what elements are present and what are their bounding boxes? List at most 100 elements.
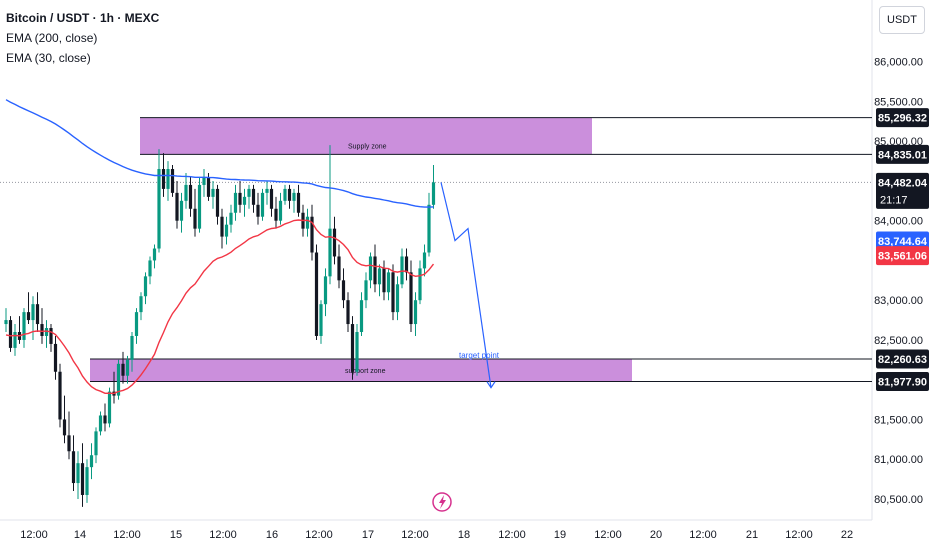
candle-body bbox=[175, 192, 179, 221]
price-label-box bbox=[876, 349, 929, 369]
time-axis-tick-label: 12:00 bbox=[401, 529, 429, 541]
candle-body bbox=[166, 169, 170, 189]
candle-body bbox=[310, 216, 314, 253]
price-label: 83,744.64 bbox=[878, 236, 928, 248]
candle-body bbox=[76, 463, 80, 484]
supply-zone-label: Supply zone bbox=[348, 144, 387, 151]
price-axis-tick-label: 81,500.00 bbox=[874, 414, 923, 426]
candle-body bbox=[58, 371, 62, 420]
candle-body bbox=[49, 328, 53, 344]
candle-body bbox=[103, 415, 107, 424]
candle-body bbox=[134, 312, 139, 336]
candle-body bbox=[130, 335, 134, 360]
candle-body bbox=[40, 324, 44, 336]
legend-ema-30[interactable]: EMA (30, close) bbox=[6, 51, 91, 65]
candle-body bbox=[373, 256, 377, 285]
currency-unit-button[interactable]: USDT bbox=[879, 6, 925, 34]
time-axis-tick-label: 20 bbox=[650, 529, 662, 541]
price-axis-tick-label: 81,000.00 bbox=[874, 454, 923, 466]
time-axis-tick-label: 12:00 bbox=[689, 529, 717, 541]
price-label-box bbox=[876, 144, 929, 164]
candle-body bbox=[71, 451, 76, 484]
candle-body bbox=[251, 188, 256, 205]
candle-body bbox=[98, 415, 103, 432]
candle-body bbox=[121, 363, 125, 376]
candle-body bbox=[13, 332, 17, 348]
candle-body bbox=[355, 332, 359, 372]
time-axis-tick-label: 15 bbox=[170, 529, 182, 541]
candle-body bbox=[242, 196, 247, 205]
legend-ema-200[interactable]: EMA (200, close) bbox=[6, 31, 98, 45]
candle-body bbox=[62, 419, 67, 436]
supply-zone bbox=[140, 117, 592, 155]
candle-body bbox=[188, 184, 193, 209]
candle-body bbox=[197, 184, 202, 229]
candle-body bbox=[269, 188, 274, 209]
symbol-title[interactable]: Bitcoin / USDT · 1h · MEXC bbox=[6, 11, 160, 25]
candle-body bbox=[341, 280, 346, 301]
candle-body bbox=[323, 276, 328, 305]
candle-body bbox=[395, 284, 400, 313]
ema-200-line bbox=[5, 99, 434, 208]
candle-body bbox=[53, 343, 58, 372]
time-axis-tick-label: 22 bbox=[841, 529, 853, 541]
candle-body bbox=[368, 256, 373, 281]
target-point-label: target point bbox=[459, 351, 500, 360]
candle-body bbox=[260, 192, 265, 217]
price-label-countdown: 21:17 bbox=[880, 194, 908, 206]
chart-legend: Bitcoin / USDT · 1h · MEXC EMA (200, clo… bbox=[6, 8, 159, 68]
candle-body bbox=[377, 268, 382, 285]
candle-body bbox=[161, 169, 166, 189]
time-axis-tick-label: 12:00 bbox=[113, 529, 141, 541]
lightning-icon[interactable] bbox=[432, 492, 452, 512]
candle-body bbox=[391, 272, 395, 313]
price-axis-tick-label: 85,500.00 bbox=[874, 96, 923, 108]
support-zone bbox=[90, 358, 632, 382]
candle-body bbox=[202, 176, 206, 185]
price-label: 84,482.04 bbox=[878, 177, 928, 189]
price-label: 81,977.90 bbox=[878, 376, 927, 388]
price-label: 85,296.32 bbox=[878, 113, 927, 125]
candle-body bbox=[247, 188, 251, 197]
candle-body bbox=[170, 169, 175, 193]
candle-body bbox=[283, 188, 287, 201]
time-axis-tick-label: 12:00 bbox=[209, 529, 237, 541]
time-axis-tick-label: 12:00 bbox=[20, 529, 48, 541]
candle-body bbox=[44, 328, 49, 336]
candle-body bbox=[22, 312, 26, 340]
candle-body bbox=[215, 188, 220, 217]
support-zone-label: support zone bbox=[345, 368, 386, 375]
candle-body bbox=[287, 188, 292, 201]
candle-body bbox=[80, 463, 85, 495]
candle-body bbox=[319, 304, 323, 336]
price-axis-tick-label: 83,000.00 bbox=[874, 295, 923, 307]
price-label-box bbox=[876, 172, 929, 209]
candle-body bbox=[8, 320, 13, 348]
price-label: 84,835.01 bbox=[878, 149, 927, 161]
price-axis-tick-label: 80,500.00 bbox=[874, 494, 923, 506]
candle-body bbox=[35, 304, 40, 325]
candle-body bbox=[94, 431, 98, 456]
candle-body bbox=[305, 216, 310, 229]
candles-group bbox=[4, 145, 436, 507]
candle-body bbox=[179, 200, 184, 221]
candle-body bbox=[224, 224, 229, 237]
candle-body bbox=[211, 188, 215, 197]
candle-body bbox=[206, 176, 211, 197]
projection-arrowhead bbox=[486, 381, 496, 389]
candle-body bbox=[346, 300, 350, 325]
candle-body bbox=[143, 276, 148, 297]
candle-body bbox=[332, 228, 337, 257]
candle-body bbox=[107, 391, 112, 424]
time-axis-tick-label: 17 bbox=[362, 529, 374, 541]
candle-body bbox=[292, 192, 296, 201]
time-axis-tick-label: 16 bbox=[266, 529, 278, 541]
candle-body bbox=[404, 256, 409, 273]
candle-body bbox=[256, 204, 260, 217]
candle-body bbox=[193, 208, 197, 229]
price-label-box bbox=[876, 231, 929, 251]
candle-body bbox=[413, 300, 418, 325]
price-axis-tick-label: 82,500.00 bbox=[874, 335, 923, 347]
